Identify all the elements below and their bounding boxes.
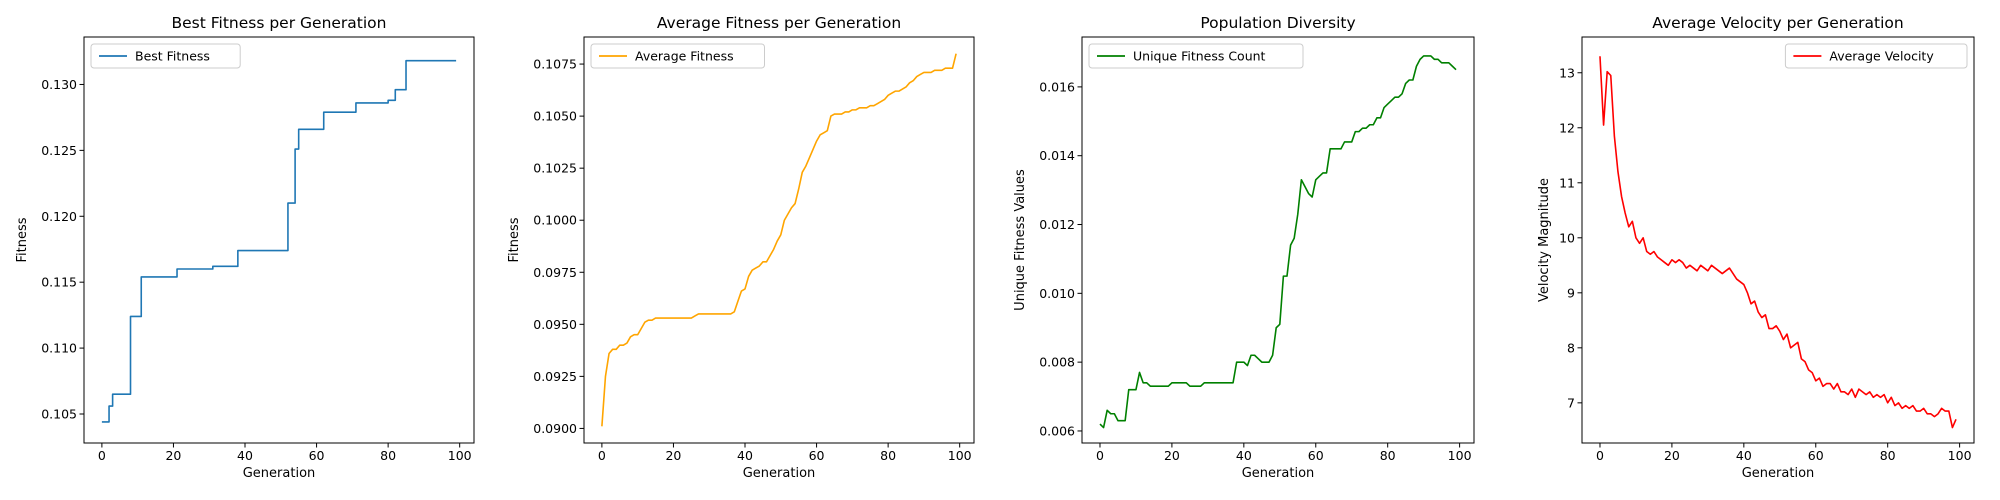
y-tick-label: 0.014 [1039,148,1075,163]
x-tick-label: 20 [1664,448,1680,463]
x-axis-label: Generation [1742,466,1815,481]
y-tick-label: 11 [1559,175,1575,190]
legend-box [90,43,241,69]
y-tick-label: 0.1025 [533,161,577,176]
x-tick-label: 0 [98,448,106,463]
legend-label: Best Fitness [135,49,210,64]
x-tick-label: 80 [380,448,396,463]
y-tick-label: 7 [1567,395,1575,410]
legend-box [1784,43,1968,69]
y-tick-label: 0.130 [41,77,77,92]
x-tick-label: 80 [880,448,896,463]
x-tick-label: 0 [598,448,606,463]
series-line [601,53,957,427]
x-tick-label: 80 [1380,448,1396,463]
chart-title: Population Diversity [1200,14,1355,32]
legend-label: Average Velocity [1829,49,1934,64]
axes-frame [1581,36,1975,444]
axes-frame [583,36,975,444]
x-tick-label: 80 [1880,448,1896,463]
y-tick-label: 0.010 [1039,286,1075,301]
y-tick-label: 0.125 [41,143,77,158]
x-tick-label: 40 [1236,448,1252,463]
y-tick-label: 10 [1559,230,1575,245]
chart-title: Average Fitness per Generation [657,14,901,32]
series-line [1099,55,1457,429]
x-tick-label: 60 [1808,448,1824,463]
x-tick-label: 40 [1736,448,1752,463]
x-tick-label: 100 [1448,448,1472,463]
y-tick-label: 0.110 [41,341,77,356]
chart-panel: 0 20 40 60 80 100 0.105 0.110 0.115 0.120 0.125 0.1… [15,14,475,481]
y-tick-label: 0.0925 [533,369,577,384]
y-tick-label: 0.120 [41,209,77,224]
x-tick-label: 0 [1096,448,1104,463]
series-line [1599,56,1957,429]
y-tick-label: 0.1075 [533,57,577,72]
y-tick-label: 13 [1559,65,1575,80]
y-tick-label: 0.0950 [533,317,577,332]
x-tick-label: 40 [237,448,253,463]
y-axis-label: Unique Fitness Values [1013,169,1028,311]
y-tick-label: 0.1050 [533,109,577,124]
y-axis-label: Fitness [15,217,30,262]
chart-title: Average Velocity per Generation [1652,14,1903,32]
y-tick-label: 0.016 [1039,79,1075,94]
legend-box [590,43,765,69]
x-axis-label: Generation [243,466,316,481]
y-tick-label: 0.006 [1039,423,1075,438]
y-tick-label: 0.1000 [533,213,577,228]
y-axis-label: Velocity Magnitude [1537,178,1552,302]
legend: Best Fitness [90,43,241,69]
x-tick-label: 100 [448,448,472,463]
x-axis-label: Generation [1242,466,1315,481]
x-tick-label: 40 [737,448,753,463]
y-tick-label: 8 [1567,340,1575,355]
x-tick-label: 60 [309,448,325,463]
x-tick-label: 20 [665,448,681,463]
x-tick-label: 60 [809,448,825,463]
chart-panel: 0 20 40 60 80 100 0.006 0.008 0.010 0.012 0.014 0.0… [1013,14,1475,481]
x-tick-label: 20 [165,448,181,463]
y-tick-label: 0.115 [41,275,77,290]
chart-panel: 0 20 40 60 80 100 0.0900 0.0925 0.0950 0.0975 0.10… [507,14,975,481]
x-tick-label: 60 [1308,448,1324,463]
legend-label: Average Fitness [635,49,734,64]
legend: Average Velocity [1784,43,1968,69]
chart-panel: 0 20 40 60 80 100 7 8 9 10 11 12 13 Average Velocity … [1537,14,1975,481]
series-line [101,59,457,423]
x-tick-label: 100 [948,448,972,463]
y-tick-label: 0.105 [41,407,77,422]
y-tick-label: 0.0900 [533,421,577,436]
axes-frame [1081,36,1475,444]
legend: Average Fitness [590,43,765,69]
x-tick-label: 0 [1596,448,1604,463]
chart-title: Best Fitness per Generation [171,14,386,32]
y-axis-label: Fitness [507,217,522,262]
legend: Unique Fitness Count [1088,43,1304,69]
legend-box [1088,43,1304,69]
y-tick-label: 9 [1567,285,1575,300]
legend-label: Unique Fitness Count [1133,49,1266,64]
x-tick-label: 100 [1948,448,1972,463]
y-tick-label: 12 [1559,120,1575,135]
y-tick-label: 0.008 [1039,355,1075,370]
x-axis-label: Generation [743,466,816,481]
y-tick-label: 0.0975 [533,265,577,280]
x-tick-label: 20 [1164,448,1180,463]
axes-frame [83,36,475,444]
y-tick-label: 0.012 [1039,217,1075,232]
